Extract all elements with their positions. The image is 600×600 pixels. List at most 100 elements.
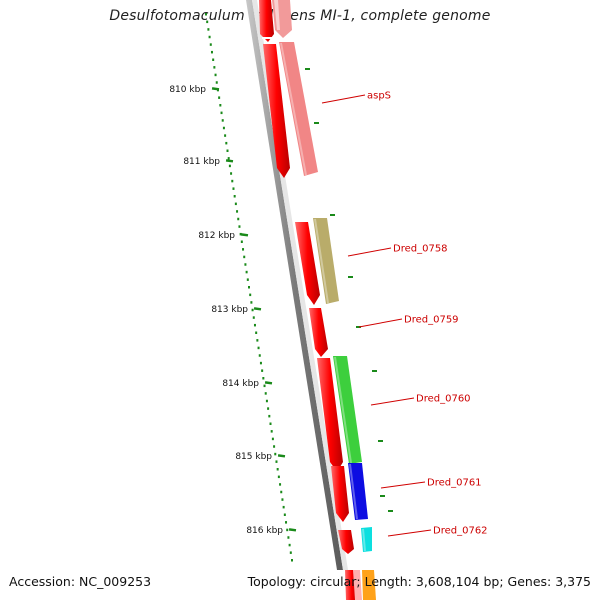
gene-feature-dred-0758[interactable] bbox=[313, 218, 339, 304]
ruler-minor-tick bbox=[262, 377, 265, 380]
gene-label-asps[interactable]: aspS bbox=[367, 91, 391, 102]
ruler-major-tick bbox=[211, 87, 220, 91]
outer-ruler-tick bbox=[388, 510, 393, 512]
ruler-minor-tick bbox=[280, 490, 283, 494]
gene-label-dred-0762[interactable]: Dred_0762 bbox=[433, 526, 488, 537]
ruler-minor-tick bbox=[239, 232, 242, 236]
ruler-minor-tick bbox=[234, 202, 237, 206]
ruler-minor-tick bbox=[271, 437, 274, 441]
gene-feature-dred-0760[interactable] bbox=[333, 356, 362, 464]
outer-ruler-tick bbox=[314, 122, 319, 124]
forward-cds-track bbox=[259, 0, 358, 600]
cds-feature bbox=[259, 0, 274, 42]
map-title: Desulfotomaculum reducens MI-1, complete… bbox=[109, 8, 491, 24]
gene-label-dred-0759[interactable]: Dred_0759 bbox=[404, 315, 459, 326]
outer-ruler-tick bbox=[348, 276, 353, 278]
ruler-minor-tick bbox=[258, 354, 261, 357]
ruler-tick-label: 812 kbp bbox=[198, 231, 235, 241]
outer-ruler-tick bbox=[330, 214, 335, 216]
ruler-minor-tick bbox=[227, 157, 230, 160]
ruler-tick-label: 814 kbp bbox=[222, 379, 259, 389]
ruler-major-tick bbox=[277, 454, 286, 458]
ruler-minor-tick bbox=[238, 225, 241, 228]
ruler-minor-tick bbox=[248, 286, 250, 289]
ruler-minor-tick bbox=[259, 361, 262, 365]
ruler-minor-tick bbox=[276, 468, 279, 471]
ruler-minor-tick bbox=[250, 301, 253, 304]
ruler-ticks: 810 kbp 811 kbp 812 kbp 813 kbp 814 kbp 815 k… bbox=[169, 85, 297, 536]
ruler-minor-tick bbox=[212, 58, 215, 61]
gene-label-dred-0758[interactable]: Dred_0758 bbox=[393, 244, 448, 255]
outer-ruler-tick bbox=[380, 495, 385, 497]
ruler-minor-tick bbox=[268, 414, 271, 418]
ruler-minor-tick bbox=[242, 248, 245, 251]
ruler-tick-label: 816 kbp bbox=[246, 526, 283, 536]
ruler-minor-tick bbox=[244, 263, 247, 266]
ruler-minor-tick bbox=[283, 513, 286, 516]
ruler-minor-tick bbox=[256, 339, 259, 342]
ruler-minor-tick bbox=[236, 210, 239, 213]
ruler-minor-tick bbox=[267, 407, 270, 410]
outer-ruler-tick bbox=[356, 326, 361, 328]
ruler-minor-tick bbox=[220, 111, 223, 115]
ruler-minor-tick bbox=[275, 460, 278, 463]
partial-features bbox=[272, 0, 376, 600]
outer-ruler-tick bbox=[378, 440, 383, 442]
gene-feature-asps[interactable] bbox=[279, 42, 318, 176]
cds-feature bbox=[309, 308, 328, 357]
ruler-minor-tick bbox=[210, 50, 213, 54]
ruler-minor-tick bbox=[249, 293, 252, 297]
ruler-minor-tick bbox=[274, 452, 277, 456]
label-leader-line bbox=[387, 529, 432, 537]
ruler-minor-tick bbox=[291, 559, 293, 562]
ruler-minor-tick bbox=[279, 483, 282, 486]
gene-label-dred-0760[interactable]: Dred_0760 bbox=[416, 394, 471, 405]
cds-feature bbox=[317, 358, 343, 472]
ruler-minor-tick bbox=[228, 164, 231, 168]
ruler-major-tick bbox=[225, 159, 234, 163]
gene-feature-dred-0761[interactable] bbox=[348, 463, 368, 520]
ruler-minor-tick bbox=[263, 384, 266, 388]
ruler-minor-tick bbox=[237, 217, 240, 221]
ruler-minor-tick bbox=[281, 498, 284, 501]
ruler-tick-label: 811 kbp bbox=[183, 157, 220, 167]
ruler-minor-tick bbox=[232, 187, 235, 190]
ruler-minor-tick bbox=[205, 13, 207, 16]
gene-feature-dred-0762[interactable] bbox=[361, 527, 372, 552]
ruler-minor-tick bbox=[218, 96, 221, 99]
ruler-minor-tick bbox=[207, 28, 210, 31]
cds-feature bbox=[295, 222, 320, 305]
ruler-minor-tick bbox=[285, 521, 288, 524]
ruler-minor-tick bbox=[270, 430, 273, 433]
accession-text: Accession: NC_009253 bbox=[9, 574, 152, 589]
cds-feature bbox=[263, 44, 290, 178]
ruler-major-tick bbox=[240, 233, 249, 237]
ruler-minor-tick bbox=[261, 369, 264, 372]
ruler-minor-tick bbox=[214, 73, 217, 77]
outer-ruler-tick bbox=[305, 68, 310, 70]
ruler-minor-tick bbox=[277, 475, 280, 479]
ruler-major-tick bbox=[288, 528, 297, 532]
ruler-minor-tick bbox=[208, 35, 211, 39]
ruler-minor-tick bbox=[225, 141, 228, 145]
ruler-minor-tick bbox=[243, 255, 246, 259]
ruler-minor-tick bbox=[265, 399, 268, 403]
ruler-minor-tick bbox=[273, 445, 276, 448]
gene-feature-track bbox=[279, 42, 393, 552]
ruler-minor-tick bbox=[264, 392, 267, 395]
ruler-minor-tick bbox=[282, 505, 285, 509]
ruler-minor-tick bbox=[257, 346, 260, 350]
ruler-minor-tick bbox=[245, 270, 248, 274]
ruler-major-tick bbox=[253, 307, 262, 311]
ruler-minor-tick bbox=[230, 172, 233, 175]
ruler-minor-tick bbox=[287, 536, 290, 539]
ruler-minor-tick bbox=[269, 422, 272, 425]
ruler-minor-tick bbox=[209, 43, 212, 46]
gene-labels: aspS Dred_0758 Dred_0759 Dred_0760 Dred_0761… bbox=[321, 91, 488, 537]
ruler-minor-tick bbox=[215, 81, 218, 84]
ruler-minor-tick bbox=[226, 149, 229, 152]
gene-label-dred-0761[interactable]: Dred_0761 bbox=[427, 478, 482, 489]
label-leader-line bbox=[380, 481, 426, 489]
label-leader-line bbox=[347, 247, 392, 257]
